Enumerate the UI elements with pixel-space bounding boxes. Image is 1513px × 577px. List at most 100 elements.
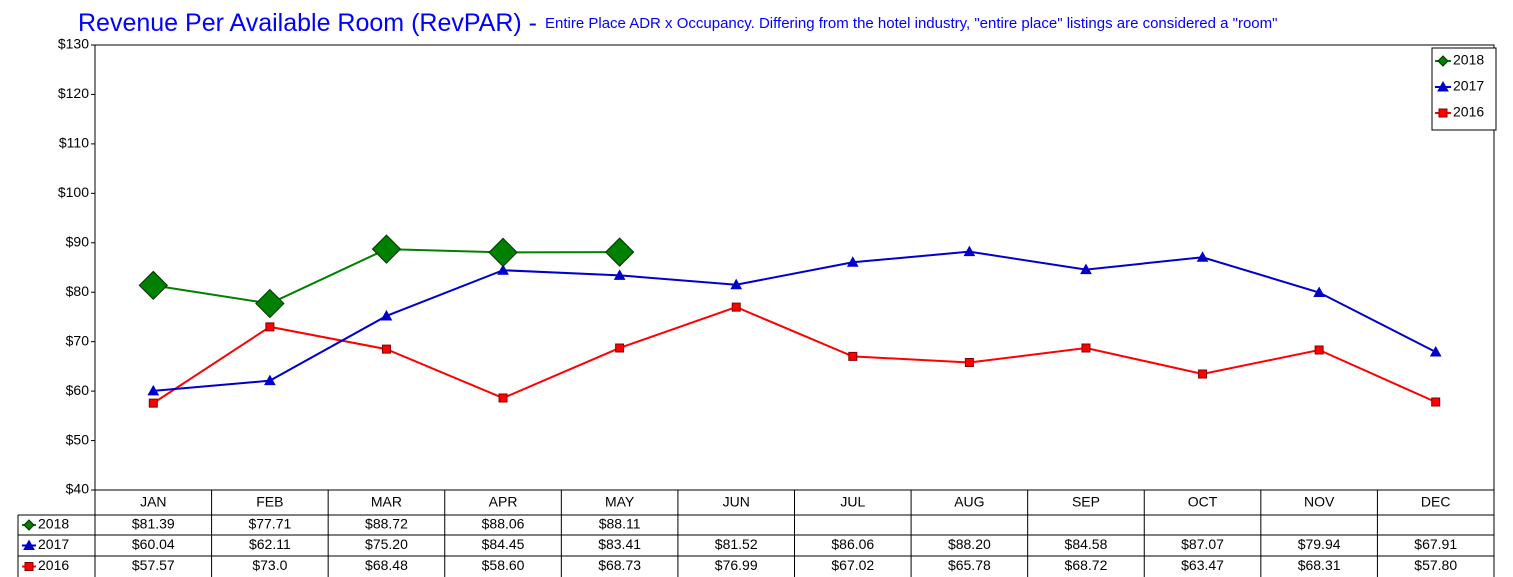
marker [497,264,509,275]
table-value: $67.02 [831,557,874,573]
y-tick-label: $60 [66,382,90,398]
marker [613,269,626,280]
legend: 2018 2017 2016 [1431,47,1497,131]
x-tick-label: JUL [840,494,865,510]
table-series-label: 2017 [38,536,69,552]
marker [615,343,625,353]
marker [1438,108,1448,118]
marker [371,234,402,264]
marker [731,302,741,312]
legend-label: 2018 [1453,52,1484,68]
x-tick-label: AUG [954,494,984,510]
marker [147,384,160,396]
y-tick-label: $70 [66,332,90,348]
y-tick-label: $110 [59,135,89,151]
y-tick-label: $80 [66,283,90,299]
table-series-label: 2018 [38,516,69,532]
marker [265,322,275,332]
table-value: $81.52 [715,536,758,552]
table-value: $88.20 [948,536,991,552]
x-tick-label: OCT [1188,494,1218,510]
chart-subtitle: Entire Place ADR x Occupancy. Differing … [545,15,1277,32]
table-value: $68.31 [1298,557,1341,573]
marker [23,519,35,531]
x-tick-label: APR [489,494,518,510]
marker [846,256,859,267]
x-tick-label: DEC [1421,494,1451,510]
table-value: $58.60 [482,557,525,573]
marker [604,237,635,267]
series-line [152,306,1437,404]
marker [380,309,393,321]
marker [730,278,743,290]
table-value: $86.06 [831,536,874,552]
marker [23,539,35,550]
table-value: $76.99 [715,557,758,573]
plot-area [94,44,1495,491]
marker [148,398,158,408]
marker [964,358,974,368]
legend-label: 2016 [1453,104,1484,120]
table-series-label: 2016 [38,557,69,573]
x-tick-label: JAN [140,494,166,510]
x-tick-label: NOV [1304,494,1335,510]
legend-label: 2017 [1453,78,1484,94]
table-value: $63.47 [1181,557,1224,573]
table-value: $75.20 [365,536,408,552]
marker [138,270,168,301]
marker [381,344,391,354]
x-tick-label: JUN [723,494,750,510]
table-value: $68.48 [365,557,408,573]
table-value: $79.94 [1298,536,1341,552]
marker [1437,55,1449,67]
chart-title-line: Revenue Per Available Room (RevPAR) - Ent… [78,9,1277,37]
x-tick-label: SEP [1072,494,1100,510]
y-tick-label: $50 [66,431,90,447]
table-value: $65.78 [948,557,991,573]
table-value: $68.72 [1065,557,1108,573]
y-tick-label: $100 [58,184,89,200]
table-value: $88.06 [482,516,525,532]
marker [1313,286,1325,298]
x-tick-label: MAR [371,494,402,510]
marker [1198,369,1208,379]
marker [1196,251,1209,262]
y-tick-label: $90 [66,233,90,249]
marker [498,393,508,403]
marker [1429,345,1442,357]
y-tick-label: $130 [58,36,89,52]
marker [1081,343,1091,353]
marker [963,245,976,257]
marker [255,288,285,319]
table-value: $57.80 [1414,557,1457,573]
marker [1437,80,1449,92]
table-value: $81.39 [132,516,175,532]
x-tick-label: MAY [605,494,635,510]
marker [264,374,276,386]
y-tick-label: $120 [58,85,89,101]
table-value: $62.11 [249,536,291,552]
table-value: $60.04 [132,536,175,552]
table-value: $88.72 [365,516,408,532]
table-value: $73.0 [252,557,287,573]
marker [848,351,858,361]
chart-title: Revenue Per Available Room (RevPAR) - [78,9,537,37]
table-value: $77.71 [248,516,291,532]
table-value: $68.73 [598,557,641,573]
marker [1431,397,1441,407]
table-value: $87.07 [1181,536,1224,552]
table-value: $67.91 [1414,536,1457,552]
marker [1080,263,1092,275]
x-tick-label: FEB [256,494,283,510]
table-value: $83.41 [598,536,641,552]
marker [488,237,518,268]
table-value: $57.57 [132,557,175,573]
table-value: $84.45 [482,536,525,552]
marker [1314,345,1324,355]
marker [24,562,34,571]
series-line [153,250,1437,392]
y-tick-label: $40 [66,481,90,497]
table-value: $84.58 [1065,536,1108,552]
table-value: $88.11 [599,516,641,532]
